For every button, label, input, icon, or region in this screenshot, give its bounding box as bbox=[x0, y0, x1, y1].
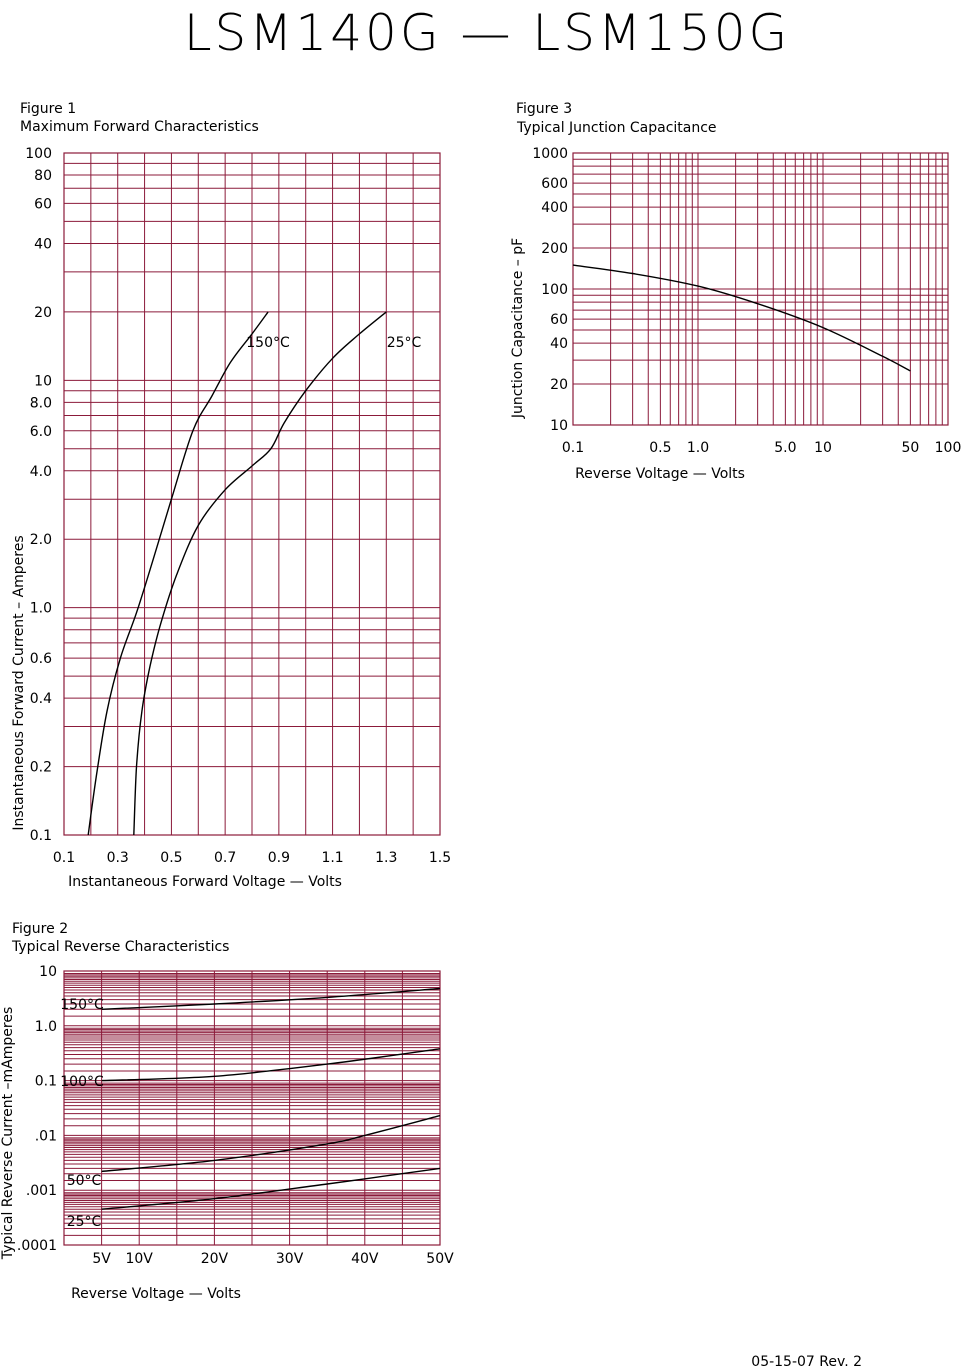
figure-2-grid bbox=[63, 970, 441, 1246]
fig2-x-tick-label: 30V bbox=[276, 1251, 304, 1267]
fig1-y-tick-label: 0.4 bbox=[30, 691, 52, 707]
revision-footer: 05-15-07 Rev. 2 bbox=[751, 1354, 862, 1368]
figure-2-label: Figure 2 bbox=[12, 921, 68, 937]
fig2-y-tick-label: .001 bbox=[26, 1183, 57, 1199]
figure-1-series-label-150c: 150°C bbox=[246, 335, 290, 351]
figure-3-ticks: 0.1 0.5 1.0 5.0 10 50 100 10 20 40 60 100 200 400 600 1… bbox=[532, 146, 961, 456]
fig3-x-tick-label: 5.0 bbox=[774, 440, 796, 456]
fig2-y-tick-label: 10 bbox=[39, 964, 57, 980]
figure-1-ticks: 0.1 0.3 0.5 0.7 0.9 1.1 1.3 1.5 0.1 0.2 0.4 0.6 1.0 2… bbox=[25, 146, 451, 866]
fig1-y-tick-label: 6.0 bbox=[30, 424, 52, 440]
fig1-x-tick-label: 0.9 bbox=[268, 850, 290, 866]
fig1-y-tick-label: 0.2 bbox=[30, 760, 52, 776]
fig2-y-tick-label: 1.0 bbox=[35, 1019, 57, 1035]
fig1-x-tick-label: 0.7 bbox=[214, 850, 236, 866]
figure-2-ticks: 5V 10V 20V 30V 40V 50V .0001 .001 .01 0.1 1.0 10 bbox=[17, 964, 454, 1267]
figure-2-series-label-25c: 25°C bbox=[67, 1214, 102, 1230]
fig3-x-tick-label: 50 bbox=[901, 440, 919, 456]
figure-3-grid bbox=[572, 152, 949, 426]
fig2-x-tick-label: 20V bbox=[201, 1251, 229, 1267]
fig1-y-tick-label: 40 bbox=[34, 236, 52, 252]
fig3-x-tick-label: 100 bbox=[935, 440, 961, 456]
figure-1-title: Maximum Forward Characteristics bbox=[20, 119, 259, 135]
figure-1-curves bbox=[87, 311, 387, 836]
fig2-curve-100c bbox=[101, 1048, 441, 1082]
figure-1-ylabel: Instantaneous Forward Current – Amperes bbox=[11, 535, 27, 830]
fig1-y-tick-label: 80 bbox=[34, 168, 52, 184]
page-title: LSM140G — LSM150G bbox=[184, 4, 791, 62]
figure-2-series-label-50c: 50°C bbox=[67, 1173, 102, 1189]
figure-3-xlabel: Reverse Voltage — Volts bbox=[575, 466, 745, 482]
fig2-x-tick-label: 50V bbox=[426, 1251, 454, 1267]
fig3-plot-frame bbox=[572, 152, 949, 426]
figure-2-curves bbox=[101, 987, 441, 1210]
fig3-y-tick-label: 400 bbox=[541, 200, 568, 216]
fig1-y-tick-label: 1.0 bbox=[30, 601, 52, 617]
fig2-curve-150c bbox=[101, 987, 441, 1010]
fig3-curve-cj bbox=[572, 264, 911, 372]
figure-2-series-label-100c: 100°C bbox=[60, 1074, 104, 1090]
fig1-y-tick-label: 0.1 bbox=[30, 828, 52, 844]
figure-1-grid bbox=[63, 152, 441, 836]
figure-3-title: Typical Junction Capacitance bbox=[516, 120, 717, 136]
fig1-x-tick-label: 0.5 bbox=[160, 850, 182, 866]
fig3-y-tick-label: 10 bbox=[550, 418, 568, 434]
figure-2-series-label-150c: 150°C bbox=[60, 997, 104, 1013]
fig2-x-tick-label: 10V bbox=[125, 1251, 153, 1267]
fig3-y-tick-label: 60 bbox=[550, 312, 568, 328]
fig2-curve-50c bbox=[101, 1114, 441, 1173]
fig2-y-tick-label: .0001 bbox=[17, 1238, 57, 1254]
fig1-x-tick-label: 0.3 bbox=[107, 850, 129, 866]
fig1-y-tick-label: 8.0 bbox=[30, 395, 52, 411]
fig2-y-tick-label: .01 bbox=[35, 1128, 57, 1144]
fig1-y-tick-label: 20 bbox=[34, 305, 52, 321]
fig3-y-tick-label: 20 bbox=[550, 377, 568, 393]
fig2-plot-frame bbox=[63, 970, 441, 1246]
fig1-y-tick-label: 2.0 bbox=[30, 532, 52, 548]
fig3-x-tick-label: 0.1 bbox=[562, 440, 584, 456]
fig3-y-tick-label: 100 bbox=[541, 282, 568, 298]
fig1-x-tick-label: 1.5 bbox=[429, 850, 451, 866]
figure-3-curves bbox=[572, 264, 911, 372]
figure-1-label: Figure 1 bbox=[20, 101, 76, 117]
fig2-x-tick-label: 40V bbox=[351, 1251, 379, 1267]
figure-1-forward-characteristics: Figure 1 Maximum Forward Characteristics… bbox=[11, 101, 451, 890]
figure-2-title: Typical Reverse Characteristics bbox=[11, 939, 229, 955]
figure-3-label: Figure 3 bbox=[516, 101, 572, 117]
fig3-y-tick-label: 1000 bbox=[532, 146, 568, 162]
figure-3-ylabel: Junction Capacitance – pF bbox=[510, 238, 526, 419]
fig3-y-tick-label: 200 bbox=[541, 241, 568, 257]
fig3-x-tick-label: 0.5 bbox=[649, 440, 671, 456]
figure-1-xlabel: Instantaneous Forward Voltage — Volts bbox=[68, 874, 342, 890]
fig1-y-tick-label: 100 bbox=[25, 146, 52, 162]
figure-3-junction-capacitance: Figure 3 Typical Junction Capacitance 0.… bbox=[510, 101, 961, 482]
fig1-x-tick-label: 0.1 bbox=[53, 850, 75, 866]
fig1-x-tick-label: 1.3 bbox=[375, 850, 397, 866]
fig2-curve-25c bbox=[101, 1167, 441, 1210]
figure-2-xlabel: Reverse Voltage — Volts bbox=[71, 1286, 241, 1302]
fig3-y-tick-label: 600 bbox=[541, 176, 568, 192]
fig1-curve-150c bbox=[87, 311, 269, 836]
fig2-y-tick-label: 0.1 bbox=[35, 1074, 57, 1090]
fig1-plot-frame bbox=[63, 152, 441, 836]
fig1-y-tick-label: 0.6 bbox=[30, 651, 52, 667]
fig3-y-tick-label: 40 bbox=[550, 336, 568, 352]
fig1-y-tick-label: 10 bbox=[34, 373, 52, 389]
fig1-y-tick-label: 60 bbox=[34, 196, 52, 212]
figure-2-ylabel: Typical Reverse Current –mAmperes bbox=[0, 1007, 16, 1261]
figure-1-series-label-25c: 25°C bbox=[387, 335, 422, 351]
fig3-x-tick-label: 10 bbox=[814, 440, 832, 456]
fig1-curve-25c bbox=[133, 311, 387, 836]
fig1-y-tick-label: 4.0 bbox=[30, 464, 52, 480]
figure-2-reverse-characteristics: Figure 2 Typical Reverse Characteristics… bbox=[0, 921, 454, 1302]
fig1-x-tick-label: 1.1 bbox=[321, 850, 343, 866]
fig2-x-tick-label: 5V bbox=[92, 1251, 111, 1267]
fig3-x-tick-label: 1.0 bbox=[687, 440, 709, 456]
